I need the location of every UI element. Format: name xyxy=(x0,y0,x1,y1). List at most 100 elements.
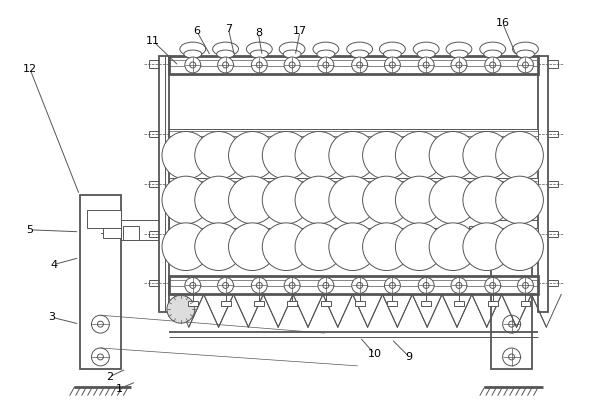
Circle shape xyxy=(228,176,276,224)
Text: 5: 5 xyxy=(26,225,34,235)
Circle shape xyxy=(97,321,103,327)
Circle shape xyxy=(362,223,410,271)
Circle shape xyxy=(490,62,496,68)
Circle shape xyxy=(389,282,395,288)
Bar xyxy=(169,128,539,141)
Circle shape xyxy=(289,282,295,288)
Circle shape xyxy=(218,57,234,73)
Circle shape xyxy=(518,57,534,73)
Bar xyxy=(169,228,539,240)
Text: 2: 2 xyxy=(106,372,113,382)
Circle shape xyxy=(418,57,434,73)
Circle shape xyxy=(295,176,343,224)
Circle shape xyxy=(263,176,310,224)
Bar xyxy=(539,56,548,312)
Ellipse shape xyxy=(446,42,472,56)
Circle shape xyxy=(357,282,362,288)
Circle shape xyxy=(384,57,400,73)
Circle shape xyxy=(223,282,228,288)
Bar xyxy=(421,301,431,306)
Circle shape xyxy=(318,57,334,73)
Circle shape xyxy=(463,223,510,271)
Ellipse shape xyxy=(317,50,335,58)
Ellipse shape xyxy=(517,50,534,58)
Circle shape xyxy=(228,132,276,179)
Ellipse shape xyxy=(313,42,339,56)
Ellipse shape xyxy=(417,50,435,58)
Circle shape xyxy=(389,62,395,68)
Circle shape xyxy=(429,176,477,224)
Circle shape xyxy=(451,277,467,293)
Circle shape xyxy=(509,321,515,327)
Ellipse shape xyxy=(384,50,401,58)
Text: 16: 16 xyxy=(496,18,510,28)
Circle shape xyxy=(352,57,368,73)
Bar xyxy=(80,195,121,369)
Circle shape xyxy=(496,176,543,224)
Bar xyxy=(469,226,489,240)
Circle shape xyxy=(284,277,300,293)
Text: 12: 12 xyxy=(23,64,37,74)
Bar xyxy=(491,210,526,228)
Bar xyxy=(491,228,507,238)
Bar xyxy=(491,220,539,240)
Circle shape xyxy=(323,62,329,68)
Ellipse shape xyxy=(250,50,268,58)
Ellipse shape xyxy=(480,42,506,56)
Bar xyxy=(387,301,397,306)
Text: 17: 17 xyxy=(293,26,307,36)
Bar xyxy=(86,210,121,228)
Circle shape xyxy=(195,176,242,224)
Circle shape xyxy=(485,277,501,293)
Circle shape xyxy=(195,223,242,271)
Ellipse shape xyxy=(450,50,468,58)
Circle shape xyxy=(218,277,234,293)
Bar xyxy=(169,277,539,294)
Ellipse shape xyxy=(513,42,539,56)
Text: 8: 8 xyxy=(255,28,262,38)
Bar xyxy=(491,195,532,369)
Circle shape xyxy=(284,57,300,73)
Bar xyxy=(188,301,198,306)
Circle shape xyxy=(362,132,410,179)
Circle shape xyxy=(185,57,201,73)
Ellipse shape xyxy=(247,42,272,56)
Circle shape xyxy=(485,57,501,73)
Bar xyxy=(488,301,498,306)
Circle shape xyxy=(418,277,434,293)
Circle shape xyxy=(190,282,196,288)
Ellipse shape xyxy=(483,50,502,58)
Ellipse shape xyxy=(217,50,234,58)
Circle shape xyxy=(228,223,276,271)
Circle shape xyxy=(162,176,210,224)
Circle shape xyxy=(463,176,510,224)
Circle shape xyxy=(490,282,496,288)
Circle shape xyxy=(329,223,376,271)
Bar xyxy=(169,178,539,190)
Bar xyxy=(287,301,297,306)
Bar xyxy=(454,301,464,306)
Circle shape xyxy=(456,62,462,68)
Circle shape xyxy=(195,132,242,179)
Circle shape xyxy=(456,282,462,288)
Bar xyxy=(121,220,169,240)
Circle shape xyxy=(185,277,201,293)
Text: 9: 9 xyxy=(406,352,413,362)
Circle shape xyxy=(162,223,210,271)
Text: 7: 7 xyxy=(225,24,232,34)
Circle shape xyxy=(509,354,515,360)
Circle shape xyxy=(357,62,362,68)
Circle shape xyxy=(318,277,334,293)
Text: 4: 4 xyxy=(50,260,58,270)
Circle shape xyxy=(429,223,477,271)
Circle shape xyxy=(263,223,310,271)
Text: 11: 11 xyxy=(146,36,160,46)
Circle shape xyxy=(384,277,400,293)
Ellipse shape xyxy=(347,42,373,56)
Circle shape xyxy=(252,57,267,73)
Bar xyxy=(159,56,169,312)
Circle shape xyxy=(423,282,429,288)
Text: 10: 10 xyxy=(368,349,381,359)
Circle shape xyxy=(429,132,477,179)
Circle shape xyxy=(256,62,263,68)
